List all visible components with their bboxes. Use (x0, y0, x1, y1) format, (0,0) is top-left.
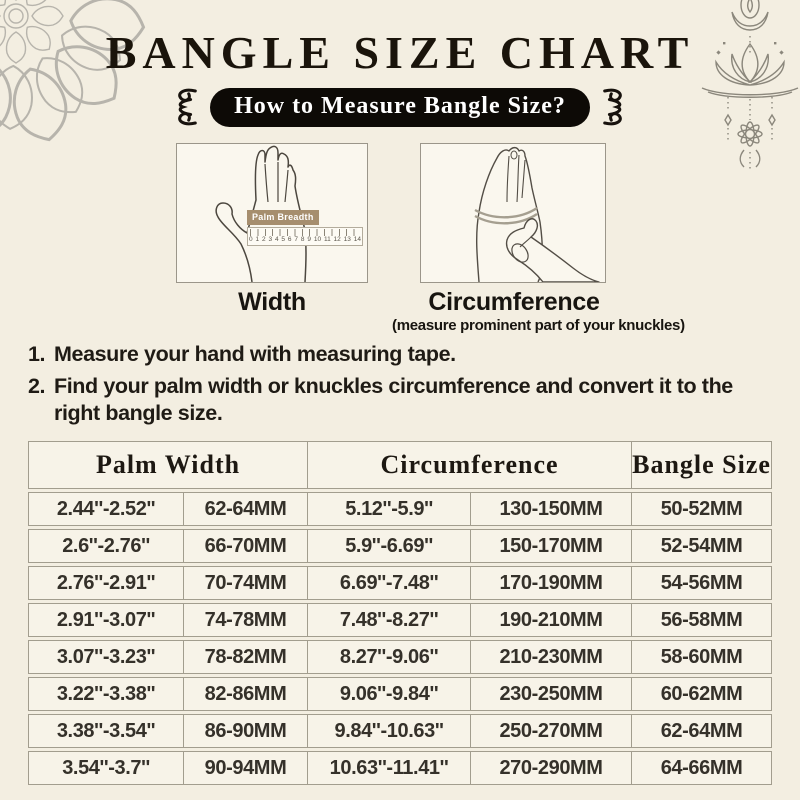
step-text-line2: right bangle size. (54, 401, 223, 425)
ruler-number: 10 (313, 236, 322, 243)
table-cell: 230-250MM (471, 677, 633, 711)
table-cell: 82-86MM (184, 677, 309, 711)
ruler-number: 2 (261, 236, 266, 243)
width-diagram-box: Palm Breadth 0 1 2 3 4 5 6 7 8 9 10 11 12 13 14 (176, 143, 368, 283)
table-cell: 210-230MM (471, 640, 633, 674)
ruler-number: 13 (343, 236, 351, 243)
how-to-measure-label: How to Measure Bangle Size? (234, 92, 566, 119)
size-table-body: 2.44''-2.52'' 62-64MM 5.12''-5.9'' 130-150M… (28, 492, 773, 785)
table-cell: 270-290MM (471, 751, 633, 785)
table-cell: 3.22''-3.38'' (28, 677, 184, 711)
table-cell: 64-66MM (632, 751, 773, 785)
header-palm-width: Palm Width (28, 441, 309, 489)
table-cell: 2.6''-2.76'' (28, 529, 184, 563)
table-row: 3.22''-3.38'' 82-86MM 9.06''-9.84'' 230-250… (28, 677, 773, 711)
table-row: 2.76''-2.91'' 70-74MM 6.69''-7.48'' 170-190… (28, 566, 773, 600)
page-title: BANGLE SIZE CHART (105, 27, 695, 78)
table-cell: 3.07''-3.23'' (28, 640, 184, 674)
table-cell: 6.69''-7.48'' (308, 566, 472, 600)
circumference-caption-text: Circumference (428, 288, 600, 316)
ruler-number: 12 (333, 236, 341, 243)
table-cell: 150-170MM (471, 529, 633, 563)
header-circumference: Circumference (308, 441, 633, 489)
step-text: Measure your hand with measuring tape. (54, 342, 456, 366)
table-cell: 70-74MM (184, 566, 309, 600)
ruler: 0 1 2 3 4 5 6 7 8 9 10 11 12 13 14 (247, 227, 363, 246)
table-cell: 62-64MM (632, 714, 773, 748)
table-cell: 62-64MM (184, 492, 309, 526)
table-cell: 250-270MM (471, 714, 633, 748)
lotus-corner-ornament (701, 0, 799, 172)
table-row: 3.07''-3.23'' 78-82MM 8.27''-9.06'' 210-230… (28, 640, 773, 674)
table-cell: 60-62MM (632, 677, 773, 711)
size-conversion-table: Palm Width Circumference Bangle Size 2.4… (28, 438, 773, 788)
table-cell: 90-94MM (184, 751, 309, 785)
step-text-line1: Find your palm width or knuckles circumf… (54, 374, 733, 398)
ruler-number: 9 (307, 236, 311, 243)
table-cell: 10.63''-11.41'' (308, 751, 472, 785)
table-cell: 56-58MM (632, 603, 773, 637)
ruler-number: 14 (353, 236, 361, 243)
ruler-ticks (250, 229, 360, 236)
table-cell: 9.84''-10.63'' (308, 714, 472, 748)
table-cell: 86-90MM (184, 714, 309, 748)
ruler-number: 6 (287, 236, 292, 243)
table-cell: 66-70MM (184, 529, 309, 563)
instruction-step-1: 1. Measure your hand with measuring tape… (28, 341, 733, 368)
table-cell: 130-150MM (471, 492, 633, 526)
table-row: 2.44''-2.52'' 62-64MM 5.12''-5.9'' 130-150M… (28, 492, 773, 526)
table-cell: 7.48''-8.27'' (308, 603, 472, 637)
table-cell: 9.06''-9.84'' (308, 677, 472, 711)
table-cell: 190-210MM (471, 603, 633, 637)
ruler-number: 7 (294, 236, 299, 243)
table-header-row: Palm Width Circumference Bangle Size (28, 441, 773, 489)
subtitle-row: How to Measure Bangle Size? (0, 84, 800, 130)
table-cell: 58-60MM (632, 640, 773, 674)
instruction-step-2: 2. Find your palm width or knuckles circ… (28, 373, 733, 427)
table-cell: 5.9''-6.69'' (308, 529, 472, 563)
step-number: 1. (28, 342, 46, 366)
instructions: 1. Measure your hand with measuring tape… (28, 341, 733, 432)
step-number: 2. (28, 374, 46, 398)
table-cell: 50-52MM (632, 492, 773, 526)
size-table-head: Palm Width Circumference Bangle Size (28, 441, 773, 489)
how-to-measure-button[interactable]: How to Measure Bangle Size? (210, 87, 590, 127)
hand-tape-illustration (474, 146, 600, 283)
ruler-number: 5 (281, 236, 286, 243)
flourish-left-icon (178, 88, 197, 126)
table-row: 3.54''-3.7'' 90-94MM 10.63''-11.41'' 270-29… (28, 751, 773, 785)
table-row: 2.91''-3.07'' 74-78MM 7.48''-8.27'' 190-210… (28, 603, 773, 637)
width-caption: Width (238, 288, 306, 316)
table-cell: 3.54''-3.7'' (28, 751, 184, 785)
ruler-number: 4 (274, 236, 279, 243)
mandala-corner-ornament (0, 0, 146, 142)
table-cell: 2.76''-2.91'' (28, 566, 184, 600)
table-cell: 2.44''-2.52'' (28, 492, 184, 526)
table-cell: 8.27''-9.06'' (308, 640, 472, 674)
table-row: 2.6''-2.76'' 66-70MM 5.9''-6.69'' 150-170MM… (28, 529, 773, 563)
header-bangle-size: Bangle Size (632, 441, 773, 489)
ruler-number: 1 (255, 236, 260, 243)
ruler-number: 0 (249, 236, 253, 243)
table-cell: 54-56MM (632, 566, 773, 600)
ruler-number: 8 (300, 236, 305, 243)
circumference-diagram-box (420, 143, 606, 283)
ruler-number: 11 (323, 236, 331, 243)
table-cell: 5.12''-5.9'' (308, 492, 472, 526)
table-cell: 170-190MM (471, 566, 633, 600)
ruler-numbers: 0 1 2 3 4 5 6 7 8 9 10 11 12 13 14 (248, 236, 362, 244)
circumference-caption: Circumference (measure prominent part of… (392, 288, 685, 334)
table-row: 3.38''-3.54'' 86-90MM 9.84''-10.63'' 250-27… (28, 714, 773, 748)
table-cell: 74-78MM (184, 603, 309, 637)
table-cell: 78-82MM (184, 640, 309, 674)
table-cell: 52-54MM (632, 529, 773, 563)
table-cell: 2.91''-3.07'' (28, 603, 184, 637)
step-text: Find your palm width or knuckles circumf… (54, 373, 733, 427)
palm-breadth-label: Palm Breadth (247, 210, 319, 225)
circumference-note: (measure prominent part of your knuckles… (392, 317, 685, 334)
flourish-right-icon (603, 88, 622, 126)
table-cell: 3.38''-3.54'' (28, 714, 184, 748)
ruler-number: 3 (268, 236, 273, 243)
